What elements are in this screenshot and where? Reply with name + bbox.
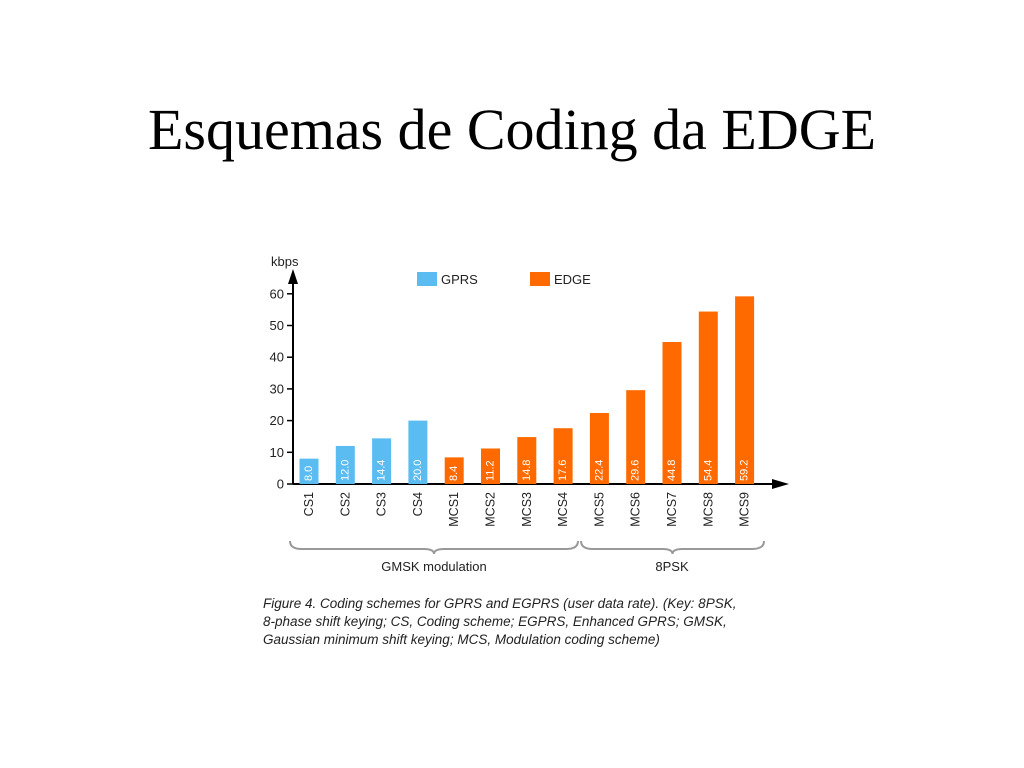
x-tick-label: MCS2: [484, 492, 498, 527]
legend-swatch: [530, 272, 550, 286]
caption-line: Figure 4. Coding schemes for GPRS and EG…: [263, 596, 737, 611]
bar-value-label: 20.0: [412, 460, 424, 481]
legend-label: EDGE: [554, 272, 591, 287]
y-axis-arrow: [288, 269, 298, 284]
bar: [553, 428, 573, 484]
bar-value-label: 14.8: [521, 460, 533, 481]
bar: [408, 420, 428, 484]
x-tick-label: MCS6: [629, 492, 643, 527]
x-tick-label: MCS7: [665, 492, 679, 527]
x-tick-label: MCS5: [592, 492, 606, 527]
bar-value-label: 44.8: [666, 460, 678, 481]
y-tick-label: 30: [270, 381, 284, 396]
x-tick-label: MCS4: [556, 492, 570, 527]
bar: [626, 390, 646, 484]
group-brace: [580, 540, 765, 555]
bar: [698, 311, 718, 484]
bar-value-label: 17.6: [557, 460, 569, 481]
y-axis-label: kbps: [271, 254, 299, 269]
bar-value-label: 11.2: [485, 460, 497, 481]
y-tick-label: 50: [270, 318, 284, 333]
chart-legend: GPRS EDGE: [417, 272, 591, 287]
x-tick-label: CS2: [338, 492, 352, 516]
bar-value-label: 14.4: [376, 460, 388, 481]
bar-value-label: 8.4: [448, 466, 460, 481]
bar-value-label: 54.4: [702, 460, 714, 481]
bar: [735, 296, 755, 484]
modulation-groups: GMSK modulation 8PSK: [289, 540, 765, 574]
bar: [444, 457, 464, 484]
bar: [372, 438, 392, 484]
y-tick-label: 20: [270, 413, 284, 428]
bar-value-label: 59.2: [739, 460, 751, 481]
group-label: 8PSK: [655, 559, 689, 574]
bar-value-label: 8.0: [303, 466, 315, 481]
x-tick-label: MCS1: [447, 492, 461, 527]
figure-caption: Figure 4. Coding schemes for GPRS and EG…: [263, 595, 843, 649]
x-tick-label: MCS8: [701, 492, 715, 527]
x-tick-label: MCS3: [520, 492, 534, 527]
y-tick-label: 40: [270, 350, 284, 365]
bar-value-label: 22.4: [593, 460, 605, 481]
x-tick-label: MCS9: [738, 492, 752, 527]
x-axis-arrow: [772, 479, 789, 489]
bar: [662, 341, 682, 484]
chart-bars: 8.0 12.0 14.4 20.0 8.4 11.2 14.8 17.6 22.4 29.6 44…: [299, 296, 755, 484]
legend-swatch: [417, 272, 437, 286]
bar-value-label: 12.0: [339, 460, 351, 481]
legend-label: GPRS: [441, 272, 478, 287]
caption-line: 8-phase shift keying; CS, Coding scheme;…: [263, 614, 727, 629]
slide-title: Esquemas de Coding da EDGE: [147, 97, 877, 162]
bar: [481, 448, 500, 484]
bar: [589, 412, 609, 484]
x-tick-label: CS4: [411, 492, 425, 516]
group-label: GMSK modulation: [381, 559, 487, 574]
bar-value-label: 29.6: [630, 460, 642, 481]
y-tick-label: 10: [270, 445, 284, 460]
x-tick-label: CS1: [302, 492, 316, 516]
group-brace: [289, 540, 579, 555]
y-tick-label: 60: [270, 286, 284, 301]
bar: [299, 458, 319, 484]
y-tick-label: 0: [277, 477, 284, 492]
bar: [335, 445, 355, 484]
x-tick-label: CS3: [375, 492, 389, 516]
caption-line: Gaussian minimum shift keying; MCS, Modu…: [263, 632, 660, 647]
bar: [517, 437, 537, 484]
